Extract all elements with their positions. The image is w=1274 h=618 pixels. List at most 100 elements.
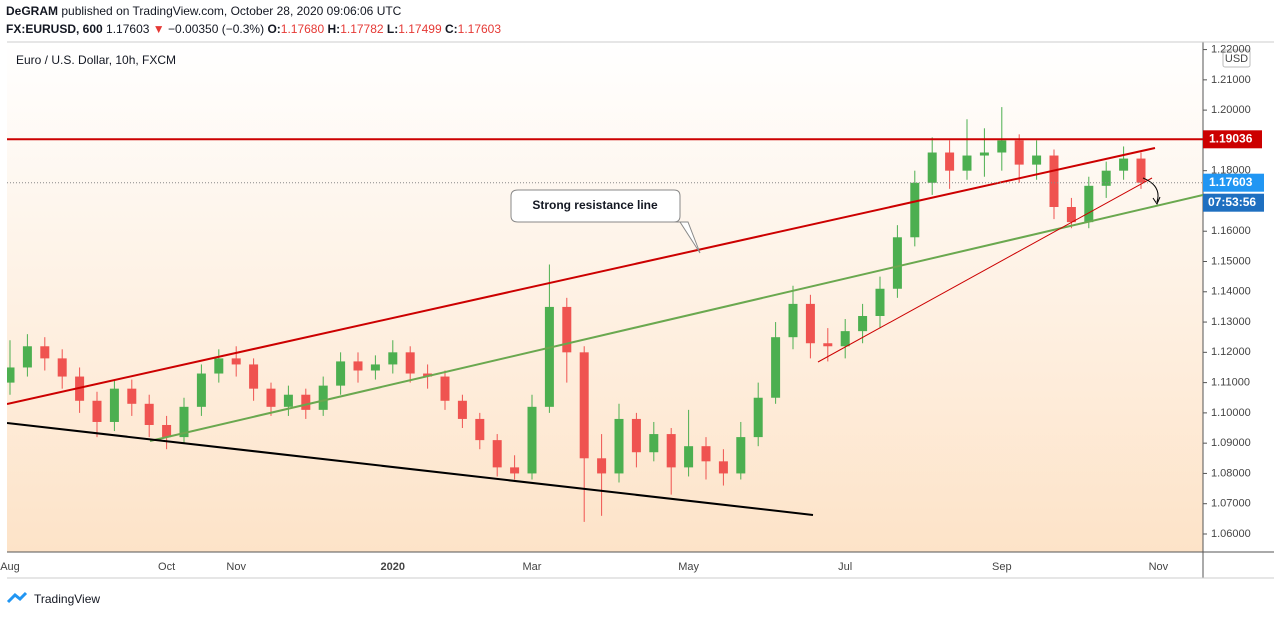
support-trendline	[149, 194, 1203, 442]
candle-body	[1032, 155, 1042, 165]
y-tick-label: 1.15000	[1211, 255, 1251, 267]
candle-body	[92, 400, 102, 422]
ohlc-label: C:	[445, 22, 458, 36]
candle-body	[614, 418, 624, 474]
candle-body	[701, 446, 711, 462]
candle-body	[353, 361, 363, 371]
candles	[7, 107, 1146, 522]
countdown-badge	[1203, 193, 1264, 212]
candle-body	[1136, 158, 1146, 183]
candle-body	[214, 358, 224, 374]
candle-body	[266, 388, 276, 407]
candle-body	[179, 406, 189, 438]
ohlc-label: L:	[387, 22, 398, 36]
candle-body	[631, 418, 641, 453]
candle-body	[283, 394, 293, 407]
candle-body	[875, 288, 885, 316]
x-tick-label: Jul	[838, 561, 852, 573]
candle-body	[231, 358, 241, 365]
y-tick-label: 1.09000	[1211, 437, 1251, 449]
candle-body	[57, 358, 67, 377]
candle-body	[597, 458, 607, 474]
ohlc-value: 1.17680	[281, 22, 325, 36]
chart-title: Euro / U.S. Dollar, 10h, FXCM	[16, 53, 176, 67]
header-line: DeGRAM published on TradingView.com, Oct…	[6, 4, 402, 18]
level-badge	[1203, 130, 1262, 149]
candle-body	[771, 337, 781, 398]
candle-body	[736, 437, 746, 474]
arrow: ▼	[153, 22, 165, 36]
ohlc-value: 1.17603	[458, 22, 502, 36]
candle-body	[562, 306, 572, 353]
y-tick-label: 1.21000	[1211, 74, 1251, 86]
y-tick-label: 1.20000	[1211, 104, 1251, 116]
candle-body	[144, 403, 154, 425]
countdown: 07:53:56	[1208, 195, 1256, 209]
y-tick-label: 1.16000	[1211, 225, 1251, 237]
candle-body	[753, 397, 763, 438]
candle-body	[840, 331, 850, 347]
candle-body	[997, 140, 1007, 153]
candle-body	[1119, 158, 1129, 171]
footer-brand: TradingView	[34, 592, 100, 606]
candle-body	[40, 346, 50, 359]
y-tick-label: 1.06000	[1211, 528, 1251, 540]
logo	[6, 591, 28, 604]
currency: USD	[1225, 53, 1248, 65]
callout-box	[510, 189, 701, 254]
x-tick-label: May	[678, 561, 699, 573]
candle-body	[475, 418, 485, 441]
author: DeGRAM	[6, 4, 58, 18]
level-label: 1.19036	[1209, 131, 1253, 145]
y-tick-label: 1.13000	[1211, 316, 1251, 328]
candle-body	[196, 373, 206, 407]
candle-body	[388, 352, 398, 365]
candle-body	[423, 373, 433, 377]
ohlc-label: H:	[328, 22, 341, 36]
y-tick-label: 1.11000	[1211, 377, 1250, 389]
candle-body	[910, 182, 920, 238]
candle-body	[336, 361, 346, 386]
lower-trendline	[7, 422, 814, 516]
candle-body	[1049, 155, 1059, 208]
x-tick-label: Nov	[1149, 561, 1169, 573]
x-tick-label: Aug	[0, 561, 20, 573]
candle-body	[22, 346, 32, 368]
ohlc-value: 1.17782	[340, 22, 384, 36]
candle-body	[684, 446, 694, 468]
candle-body	[823, 343, 833, 347]
y-tick-label: 1.18000	[1211, 165, 1251, 177]
currency-box	[1222, 49, 1251, 68]
candle-body	[405, 352, 415, 374]
candle-body	[962, 155, 972, 171]
y-tick-label: 1.08000	[1211, 467, 1251, 479]
candle-body	[858, 315, 868, 332]
candle-body	[440, 376, 450, 401]
candle-body	[649, 434, 659, 453]
symbol: FX:EURUSD, 600	[6, 22, 103, 36]
symbol-line: FX:EURUSD, 600 1.17603 ▼ −0.00350 (−0.3%…	[6, 22, 501, 36]
candle-body	[1014, 140, 1024, 165]
candle-body	[162, 424, 172, 438]
candle-body	[492, 440, 502, 468]
forecast-arrow-head	[1152, 196, 1161, 206]
ohlc-value: 1.17499	[398, 22, 442, 36]
candle-body	[805, 303, 815, 344]
candle-body	[370, 364, 380, 371]
x-tick-label: Oct	[158, 561, 175, 573]
candle-body	[510, 467, 520, 474]
candle-body	[527, 406, 537, 474]
y-tick-label: 1.10000	[1211, 407, 1251, 419]
candle-body	[318, 385, 328, 410]
candle-body	[544, 306, 554, 407]
y-tick-label: 1.07000	[1211, 498, 1251, 510]
candle-body	[718, 461, 728, 474]
candle-body	[249, 364, 259, 389]
ohlc-label: O:	[267, 22, 280, 36]
x-tick-label: Mar	[523, 561, 542, 573]
candle-body	[579, 352, 589, 459]
candle-body	[927, 152, 937, 183]
candle-body	[127, 388, 137, 404]
plot-area	[7, 42, 1203, 552]
x-tick-label: Nov	[226, 561, 246, 573]
